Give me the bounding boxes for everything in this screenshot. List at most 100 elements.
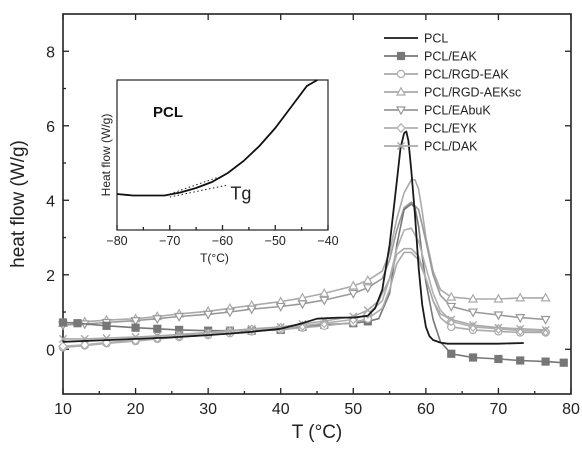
y-tick-label: 2 — [46, 268, 55, 285]
legend-item: PCL/EAbuK — [384, 104, 491, 118]
tg-annotation: Tg — [230, 184, 251, 204]
data-point — [348, 289, 359, 299]
inset-x-tick-label: −40 — [317, 234, 338, 248]
data-point — [58, 318, 68, 327]
legend-marker — [396, 141, 406, 151]
main-plot: 10 20 30 40 50 60 70 80 0 2 4 6 8 T (°C) heat flow (W/… — [8, 13, 580, 443]
series-pcl-dak — [58, 247, 550, 343]
y-tick-label: 8 — [46, 44, 55, 61]
inset-tangent-line — [169, 176, 218, 195]
data-point — [446, 302, 457, 312]
inset-tangent-line — [169, 184, 228, 198]
data-point — [468, 353, 478, 362]
legend-marker — [395, 86, 407, 96]
legend-label: PCL — [424, 32, 448, 46]
data-point — [362, 284, 373, 294]
data-point — [131, 323, 140, 332]
legend-label: PCL/EAbuK — [424, 104, 491, 118]
data-point — [559, 358, 568, 367]
legend-marker — [395, 106, 407, 116]
data-point — [494, 354, 503, 364]
data-point — [447, 315, 456, 324]
data-point — [152, 315, 163, 325]
series-line — [62, 201, 546, 326]
legend-item: PCL — [384, 32, 448, 46]
data-point — [515, 314, 526, 324]
data-point — [468, 308, 479, 318]
legend-marker — [396, 122, 406, 134]
data-point — [493, 311, 504, 321]
inset-curve — [116, 79, 318, 197]
data-point — [516, 356, 525, 365]
series-line — [63, 247, 546, 340]
data-point — [130, 317, 141, 327]
data-point — [58, 341, 68, 352]
series-pcl — [62, 130, 524, 345]
data-point — [493, 293, 504, 303]
inset-title: PCL — [153, 104, 183, 121]
legend-item: PCL/RGD-EAK — [384, 68, 509, 82]
data-point — [319, 287, 330, 298]
inset-x-tick-label: −60 — [212, 234, 233, 248]
data-point — [494, 323, 503, 332]
x-tick-label: 80 — [562, 401, 580, 418]
data-point — [224, 308, 235, 318]
data-point — [319, 296, 330, 306]
data-point — [203, 310, 214, 320]
legend-item: PCL/EAK — [384, 50, 477, 64]
data-point — [246, 305, 257, 315]
data-point — [174, 312, 185, 322]
data-point — [349, 312, 358, 321]
data-point — [275, 302, 286, 312]
y-tick-label: 6 — [46, 119, 55, 136]
x-tick-label: 40 — [272, 401, 290, 418]
data-point — [541, 357, 550, 366]
data-point — [468, 320, 478, 330]
inset-x-tick-label: −80 — [106, 234, 127, 248]
inset-y-axis-label: Heat flow (W/g) — [99, 114, 113, 197]
x-tick-label: 60 — [417, 401, 435, 418]
legend-label: PCL/EYK — [424, 122, 477, 136]
legend-marker — [396, 51, 406, 61]
data-point — [102, 321, 111, 330]
y-axis-label: heat flow (W/g) — [8, 140, 29, 268]
inset-frame — [116, 79, 329, 231]
y-tick-label: 0 — [46, 342, 55, 359]
data-point — [79, 339, 90, 350]
data-point — [297, 300, 308, 310]
x-axis-label: T (°C) — [292, 422, 343, 443]
inset-x-axis-label: T(°C) — [200, 251, 229, 265]
inset-plot: −80 −70 −60 −50 −40 T(°C) Heat flow (W/g) PCL Tg — [99, 79, 339, 265]
legend-label: PCL/EAK — [424, 50, 477, 64]
data-point — [540, 315, 551, 325]
data-point — [515, 292, 526, 302]
data-point — [73, 319, 82, 328]
series-line — [62, 130, 524, 345]
data-point — [362, 274, 373, 284]
x-tick-label: 20 — [127, 401, 145, 418]
legend-item: PCL/DAK — [384, 140, 478, 154]
data-point — [541, 325, 550, 335]
x-tick-label: 70 — [490, 401, 508, 418]
x-tick-label: 30 — [199, 401, 217, 418]
legend-label: PCL/DAK — [424, 140, 478, 154]
data-point — [516, 324, 525, 333]
legend: PCL PCL/EAK PCL/RGD-EAK PCL/RGD-AEKsc PCL/EA… — [384, 32, 521, 154]
legend-label: PCL/RGD-AEKsc — [424, 86, 521, 100]
legend-item: PCL/RGD-AEKsc — [384, 86, 521, 100]
data-point — [348, 280, 359, 290]
data-point — [468, 293, 479, 303]
y-tick-label: 4 — [46, 193, 55, 210]
series-pcl-eabuk — [57, 201, 551, 331]
legend-item: PCL/EYK — [384, 122, 477, 136]
data-point — [540, 292, 551, 302]
data-point — [153, 324, 162, 333]
data-point — [446, 291, 457, 301]
inset-x-tick-label: −70 — [159, 234, 180, 248]
x-tick-label: 10 — [54, 401, 72, 418]
inset-x-tick-label: −50 — [265, 234, 286, 248]
data-point — [447, 349, 456, 358]
legend-label: PCL/RGD-EAK — [424, 68, 509, 82]
x-tick-label: 50 — [344, 401, 362, 418]
